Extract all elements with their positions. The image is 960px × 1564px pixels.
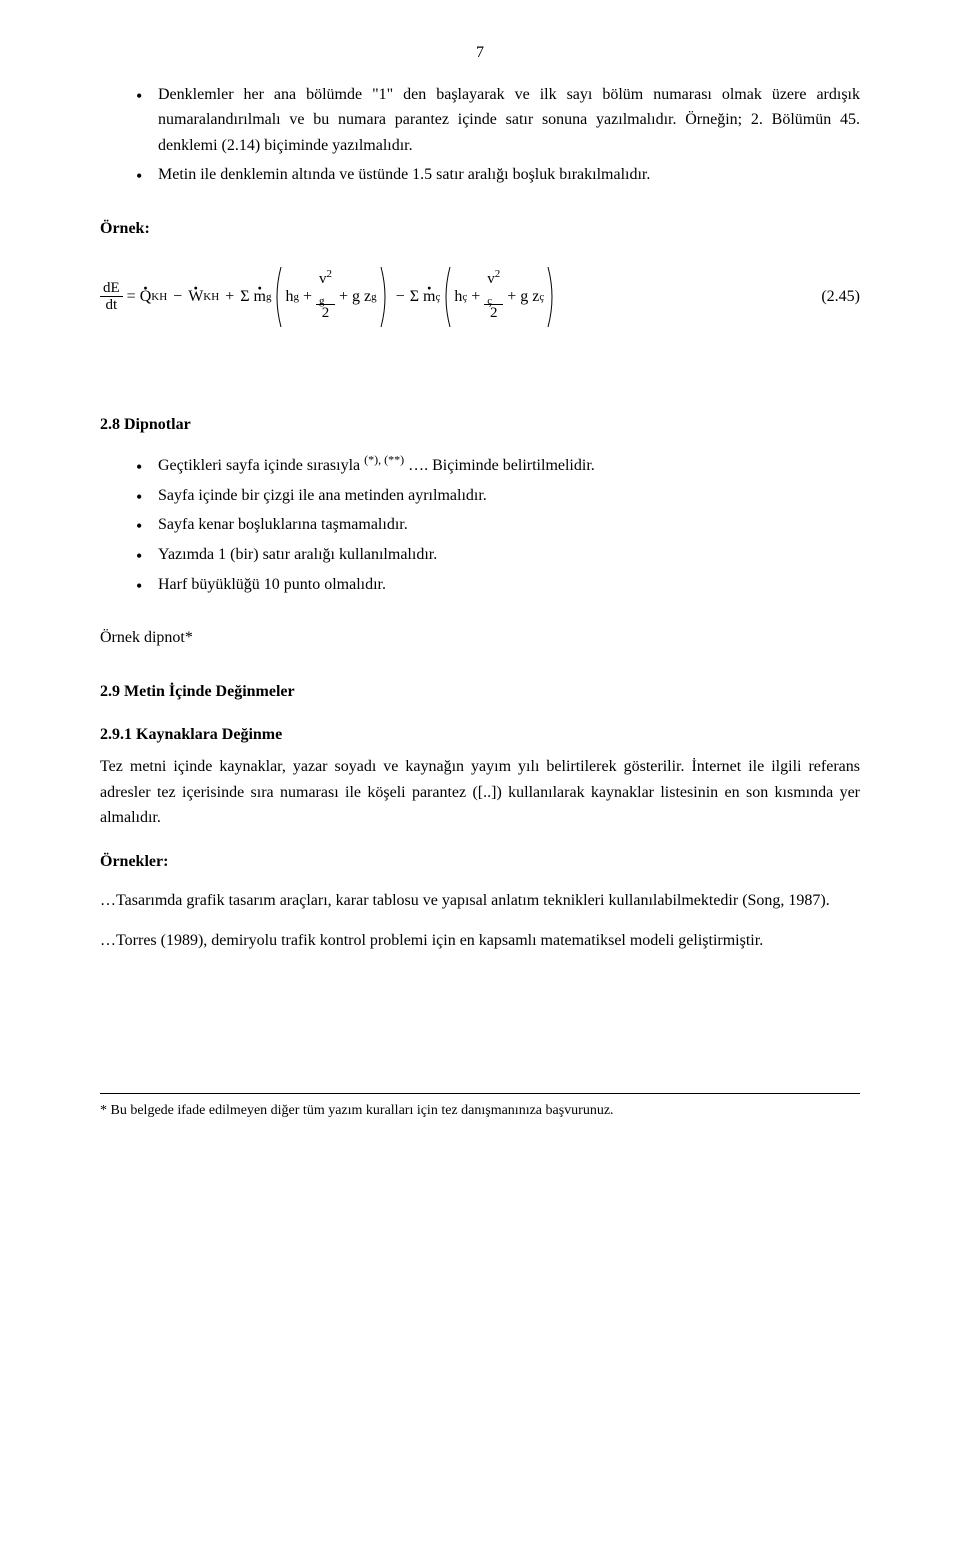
ornek-dipnot-label: Örnek dipnot* [100,625,860,651]
superscript-ref: (*), (**) [364,453,404,467]
frac-num: dE [100,280,123,298]
section-heading-dipnotlar: 2.8 Dipnotlar [100,412,860,438]
sup-2: 2 [327,268,333,280]
page-number: 7 [100,40,860,66]
examples-label: Örnekler: [100,849,860,875]
m-dot: m [423,284,435,310]
frac-den: 2 [487,305,501,322]
v: v [319,271,327,287]
plus: + [503,284,520,310]
plus: + [467,284,484,310]
m-letter: m [423,288,435,305]
paren-right [546,266,558,328]
text: Geçtikleri sayfa içinde sırasıyla [158,457,364,474]
w-letter: W [188,288,203,305]
list-item: Sayfa kenar boşluklarına taşmamalıdır. [136,512,860,538]
footnote-rule [100,1093,860,1094]
plus: + [335,284,352,310]
paragraph-kaynaklara: Tez metni içinde kaynaklar, yazar soyadı… [100,754,860,831]
footnote-text: * Bu belgede ifade edilmeyen diğer tüm y… [100,1100,860,1122]
example-paragraph-1: …Tasarımda grafik tasarım araçları, kara… [100,888,860,914]
frac-dedt: dE dt [100,280,123,314]
list-item: Geçtikleri sayfa içinde sırasıyla (*), (… [136,453,860,479]
paren-left [440,266,452,328]
top-bullet-list: Denklemler her ana bölümde "1" den başla… [100,82,860,188]
text: …. Biçiminde belirtilmelidir. [404,457,595,474]
section-heading-metin: 2.9 Metin İçinde Değinmeler [100,679,860,705]
v: v [487,271,495,287]
example-paragraph-2: …Torres (1989), demiryolu trafik kontrol… [100,928,860,954]
frac-num: v2g [316,271,335,305]
paren-right [379,266,391,328]
h: h [285,284,293,310]
list-item: Denklemler her ana bölümde "1" den başla… [136,82,860,159]
example-label: Örnek: [100,216,860,242]
eq-sign: = [123,284,140,310]
minus: − [167,284,188,310]
equation-row: dE dt = QKH − WKH + Σ mg hg + v2g 2 + g … [100,266,860,328]
sigma: Σ [410,284,419,310]
frac-vc2: v2ç 2 [484,271,503,322]
frac-vg2: v2g 2 [316,271,335,322]
z: z [532,284,539,310]
g: g [520,284,528,310]
paren-content-c: hç + v2ç 2 + g zç [452,271,546,322]
q-letter: Q [140,288,152,305]
m-letter: m [254,288,266,305]
z: z [364,284,371,310]
sup-2: 2 [495,268,501,280]
subsection-heading-kaynaklara: 2.9.1 Kaynaklara Değinme [100,722,860,748]
plus: + [219,284,240,310]
sigma: Σ [240,284,249,310]
list-item: Sayfa içinde bir çizgi ile ana metinden … [136,483,860,509]
m-dot: m [254,284,266,310]
g: g [352,284,360,310]
paren-content-g: hg + v2g 2 + g zg [283,271,378,322]
paren-left [271,266,283,328]
frac-num: v2ç [484,271,503,305]
minus: − [391,284,410,310]
frac-den: 2 [319,305,333,322]
h: h [454,284,462,310]
plus: + [299,284,316,310]
equation-body: dE dt = QKH − WKH + Σ mg hg + v2g 2 + g … [100,266,558,328]
w-dot: W [188,284,203,310]
dipnotlar-bullet-list: Geçtikleri sayfa içinde sırasıyla (*), (… [100,453,860,597]
list-item: Metin ile denklemin altında ve üstünde 1… [136,162,860,188]
list-item: Harf büyüklüğü 10 punto olmalıdır. [136,572,860,598]
frac-den: dt [103,297,121,314]
equation-number: (2.45) [813,284,860,310]
q-dot: Q [140,284,152,310]
list-item: Yazımda 1 (bir) satır aralığı kullanılma… [136,542,860,568]
